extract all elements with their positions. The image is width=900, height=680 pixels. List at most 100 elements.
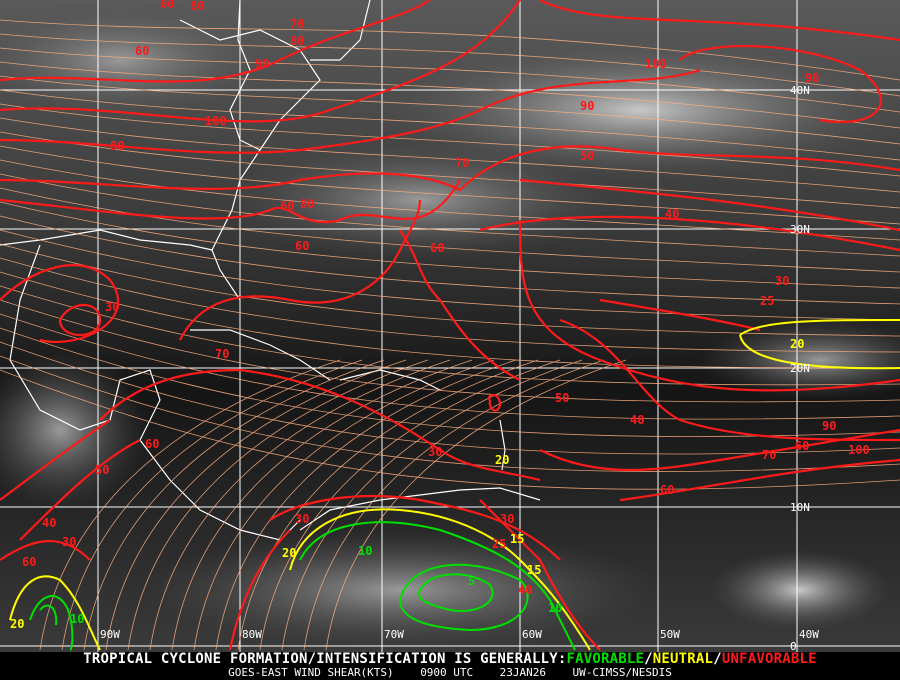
legend-sep-1: / [644, 651, 653, 667]
contour-label: 60 [295, 239, 309, 253]
grid-labels: 40N 30N 20N 10N 0 90W 80W 70W 60W 50W 40W [100, 84, 819, 652]
streamline [303, 359, 605, 651]
valid-date: 23JAN26 [499, 666, 547, 679]
contour-label: 30 [295, 512, 309, 526]
contour-label: 60 [795, 439, 809, 453]
streamline [0, 19, 900, 81]
legend-unfavorable: UNFAVORABLE [721, 651, 817, 667]
streamline [0, 187, 900, 273]
cloud-features [0, 0, 900, 650]
longitude-label: 40W [799, 628, 819, 641]
contour-label: 80 [290, 34, 304, 48]
contour-label: 60 [145, 437, 159, 451]
contour-label: 20 [495, 453, 509, 467]
streamline [0, 117, 900, 193]
streamline [0, 131, 900, 209]
contour-labels: 60 80 70 60 80 90 100 80 60 90 100 90 60 50 70 80 60 40 30… [10, 0, 870, 631]
streamline [0, 47, 900, 113]
legend-sep-2: / [713, 651, 722, 667]
streamline [0, 75, 900, 145]
contour-label: 90 [255, 57, 269, 71]
streamline [215, 359, 517, 651]
contour-label: 100 [645, 57, 667, 71]
streamline [325, 359, 627, 651]
contour-label: 90 [822, 419, 836, 433]
contour-label: 60 [280, 199, 294, 213]
longitude-label: 50W [660, 628, 680, 641]
contour-label: 10 [358, 544, 372, 558]
streamline [0, 173, 900, 257]
streamline [281, 359, 583, 651]
contour-label: 20 [10, 617, 24, 631]
streamline [0, 369, 900, 490]
streamline [149, 359, 451, 651]
streamline [0, 341, 900, 455]
shear-contours-unfavorable [0, 0, 900, 651]
latitude-label: 20N [790, 362, 810, 375]
contour-label: 50 [555, 391, 569, 405]
satellite-map-canvas: 60 80706080901008060901009060507080604030… [0, 0, 900, 652]
streamline [171, 359, 473, 651]
caption-headline: TROPICAL CYCLONE FORMATION/INTENSIFICATI… [83, 651, 567, 667]
streamline [0, 243, 900, 337]
contour-label: 50 [580, 149, 594, 163]
streamline [127, 359, 429, 651]
streamline [0, 145, 900, 225]
contour-label: 70 [290, 17, 304, 31]
latitude-label: 30N [790, 223, 810, 236]
contour-label: 60 [22, 555, 36, 569]
contour-label: 60 [430, 241, 444, 255]
contour-label: 100 [848, 443, 870, 457]
contour-label: 25 [760, 294, 774, 308]
longitude-label: 80W [242, 628, 262, 641]
contour-label: 40 [42, 516, 56, 530]
contour-label: 20 [282, 546, 296, 560]
streamline [193, 359, 495, 651]
streamline [105, 359, 407, 651]
caption-headline-row: TROPICAL CYCLONE FORMATION/INTENSIFICATI… [0, 652, 900, 667]
streamline [0, 257, 900, 353]
streamline [0, 201, 900, 289]
contour-label: 60 [660, 483, 674, 497]
shear-contours-favorable [29, 521, 576, 651]
contour-label: 40 [630, 413, 644, 427]
contour-label: 90 [805, 71, 819, 85]
latitude-label: 0 [790, 640, 797, 652]
contour-label: 15 [510, 532, 524, 546]
legend-caption: TROPICAL CYCLONE FORMATION/INTENSIFICATI… [0, 652, 900, 680]
streamline [0, 271, 900, 369]
streamlines [0, 19, 900, 651]
contour-label: 30 [428, 445, 442, 459]
contour-label: 100 [205, 114, 227, 128]
contour-label: 30 [500, 512, 514, 526]
streamline [0, 89, 900, 161]
contour-label: 25 [492, 537, 506, 551]
contour-label: 60 [135, 44, 149, 58]
contour-label: 70 [762, 448, 776, 462]
streamline [0, 103, 900, 177]
lat-lon-grid [0, 0, 900, 652]
contour-label: 30 [775, 274, 789, 288]
contour-label: 50 [95, 463, 109, 477]
contour-label: 70 [215, 347, 229, 361]
streamline [0, 355, 900, 472]
streamline [39, 359, 341, 651]
streamline [0, 215, 900, 305]
contour-label: 80 [110, 139, 124, 153]
contour-label: 30 [105, 300, 119, 314]
legend-favorable: FAVORABLE [566, 651, 645, 667]
latitude-label: 10N [790, 501, 810, 514]
contour-label: 40 [518, 583, 532, 597]
longitude-label: 90W [100, 628, 120, 641]
streamline [237, 359, 539, 651]
streamline [0, 313, 900, 420]
product-name: GOES-EAST WIND SHEAR(KTS) [228, 666, 394, 679]
streamline [0, 61, 900, 129]
shear-contours-neutral [9, 319, 900, 651]
streamline [259, 359, 561, 651]
streamline [0, 285, 900, 386]
contour-label: 15 [527, 563, 541, 577]
contour-label: 40 [665, 207, 679, 221]
streamline [0, 327, 900, 437]
